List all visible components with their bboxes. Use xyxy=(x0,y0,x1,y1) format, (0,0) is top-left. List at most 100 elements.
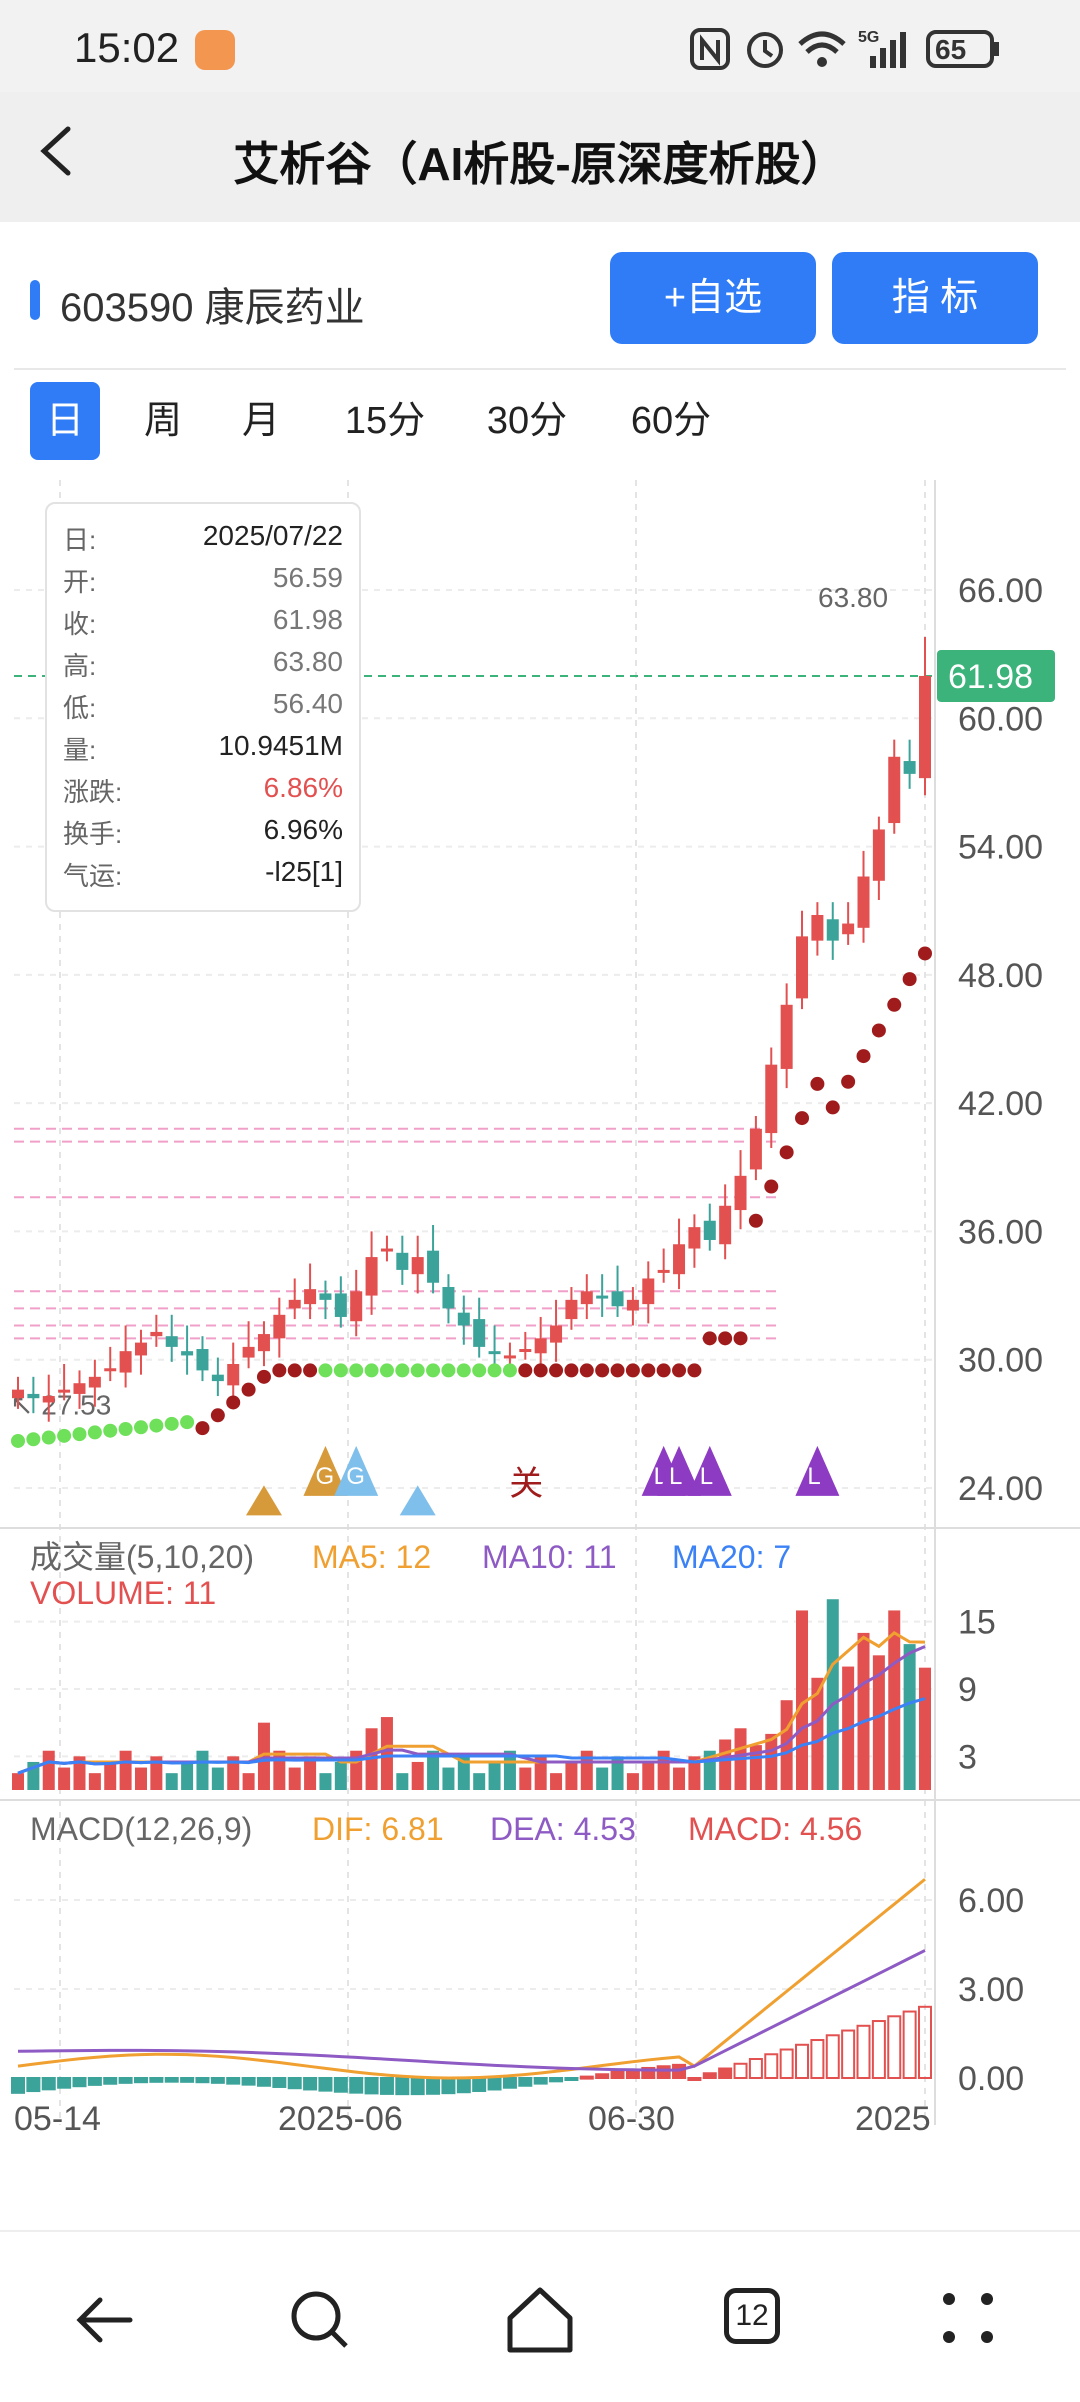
signal-marker xyxy=(334,1445,379,1496)
volume-bar xyxy=(427,1750,440,1790)
candle xyxy=(596,1295,609,1299)
candle xyxy=(88,1376,101,1388)
indicator-dot xyxy=(456,1363,471,1378)
macd-bar xyxy=(733,2062,748,2080)
indicator-dot xyxy=(518,1363,533,1378)
info-value: 10.9451M xyxy=(218,730,343,761)
info-value: 61.98 xyxy=(272,604,343,635)
info-row: 换手: 6.96% xyxy=(63,810,343,850)
volume-bar xyxy=(27,1761,40,1790)
macd-bar xyxy=(779,2048,794,2080)
x-axis-label: 06-30 xyxy=(588,2100,675,2138)
add-watchlist-button[interactable]: +自选 xyxy=(610,252,816,344)
tab-week[interactable]: 周 xyxy=(143,400,182,442)
indicator-dot xyxy=(164,1416,179,1431)
indicator-dot xyxy=(472,1363,487,1378)
indicator-dot xyxy=(579,1363,594,1378)
info-label: 日: xyxy=(63,525,97,555)
macd-bar xyxy=(871,2020,886,2080)
wifi-icon xyxy=(798,31,846,67)
volume-bar xyxy=(919,1667,931,1790)
current-price-tag xyxy=(937,649,1055,702)
indicator-dot xyxy=(687,1363,702,1378)
volume-bar xyxy=(903,1644,916,1790)
volume-bar xyxy=(134,1767,147,1790)
candle xyxy=(319,1293,332,1300)
tab-30min[interactable]: 30分 xyxy=(486,400,568,442)
candle xyxy=(196,1349,209,1371)
ohlc-info-box: 日: 2025/07/22 开: 56.59 收: 61.98 高: 63.80 低: 56.40… xyxy=(45,502,361,912)
candle xyxy=(457,1312,470,1326)
nav-tabs-button[interactable]: 12 xyxy=(724,2288,780,2344)
volume-bar xyxy=(58,1767,71,1790)
macd-bar xyxy=(133,2077,148,2084)
volume-bar xyxy=(334,1761,347,1790)
info-row: 高: 63.80 xyxy=(63,642,343,682)
tab-15min[interactable]: 15分 xyxy=(344,400,426,442)
macd-bar xyxy=(656,2065,671,2079)
info-value: 6.96% xyxy=(263,814,343,845)
macd-dea: DEA: 4.53 xyxy=(490,1811,636,1847)
candle xyxy=(396,1252,409,1270)
volume-bar xyxy=(257,1722,270,1790)
macd-bar xyxy=(887,2015,902,2079)
volume-bar xyxy=(211,1767,224,1790)
macd-bar xyxy=(641,2066,656,2080)
candle xyxy=(273,1314,286,1339)
candle xyxy=(380,1248,393,1252)
volume-legend-title: 成交量(5,10,20) xyxy=(30,1539,254,1575)
signal-label: G xyxy=(315,1463,334,1490)
nav-back-icon[interactable] xyxy=(70,2280,150,2360)
candle xyxy=(626,1299,639,1311)
volume-bar xyxy=(88,1773,101,1790)
macd-bar xyxy=(364,2077,379,2095)
macd-bar xyxy=(26,2077,41,2093)
macd-bar xyxy=(595,2073,610,2080)
macd-tick: 0.00 xyxy=(958,2060,1024,2098)
macd-bar xyxy=(702,2072,717,2079)
signal-label: L xyxy=(700,1463,713,1490)
indicator-dot xyxy=(318,1363,333,1378)
back-button[interactable] xyxy=(30,115,90,185)
x-axis-label: 2025 xyxy=(855,2100,931,2138)
nav-search-icon[interactable] xyxy=(280,2280,360,2360)
svg-text:5G: 5G xyxy=(858,29,879,46)
indicator-dot xyxy=(26,1432,41,1447)
macd-bar xyxy=(287,2077,302,2090)
price-tick: 30.00 xyxy=(958,1342,1043,1380)
info-row: 量: 10.9451M xyxy=(63,726,343,766)
volume-bar xyxy=(826,1599,839,1790)
indicator-dot xyxy=(180,1415,195,1430)
indicator-dot xyxy=(72,1427,87,1442)
signal-label: L xyxy=(807,1463,820,1490)
indicator-dot xyxy=(410,1363,425,1378)
candle xyxy=(304,1289,317,1305)
candle xyxy=(211,1374,224,1382)
stock-chart[interactable]: 66.0060.0054.0048.0042.0036.0030.0024.00… xyxy=(0,470,1080,2140)
candle xyxy=(703,1220,716,1240)
macd-bar xyxy=(441,2077,456,2095)
candle xyxy=(872,829,885,881)
nav-menu-icon[interactable] xyxy=(935,2285,1005,2355)
info-label: 收: xyxy=(63,609,97,639)
indicator-dot xyxy=(41,1430,56,1445)
tab-month[interactable]: 月 xyxy=(241,400,280,442)
indicator-dot xyxy=(810,1076,825,1091)
volume-bar xyxy=(596,1767,609,1790)
indicator-dot xyxy=(610,1363,625,1378)
tab-60min[interactable]: 60分 xyxy=(630,400,712,442)
indicator-dot xyxy=(795,1111,810,1126)
candle xyxy=(104,1368,117,1372)
indicator-dot xyxy=(595,1363,610,1378)
candle xyxy=(565,1299,578,1320)
volume-bar xyxy=(673,1767,686,1790)
candle xyxy=(119,1351,132,1373)
indicator-button[interactable]: 指 标 xyxy=(832,252,1038,344)
battery-level: 65 xyxy=(935,34,967,65)
tab-day[interactable]: 日 xyxy=(30,382,100,460)
volume-bar xyxy=(565,1761,578,1790)
nav-home-icon[interactable] xyxy=(500,2280,580,2360)
indicator-dot xyxy=(549,1363,564,1378)
macd-bar xyxy=(856,2024,871,2079)
candle xyxy=(826,919,839,941)
